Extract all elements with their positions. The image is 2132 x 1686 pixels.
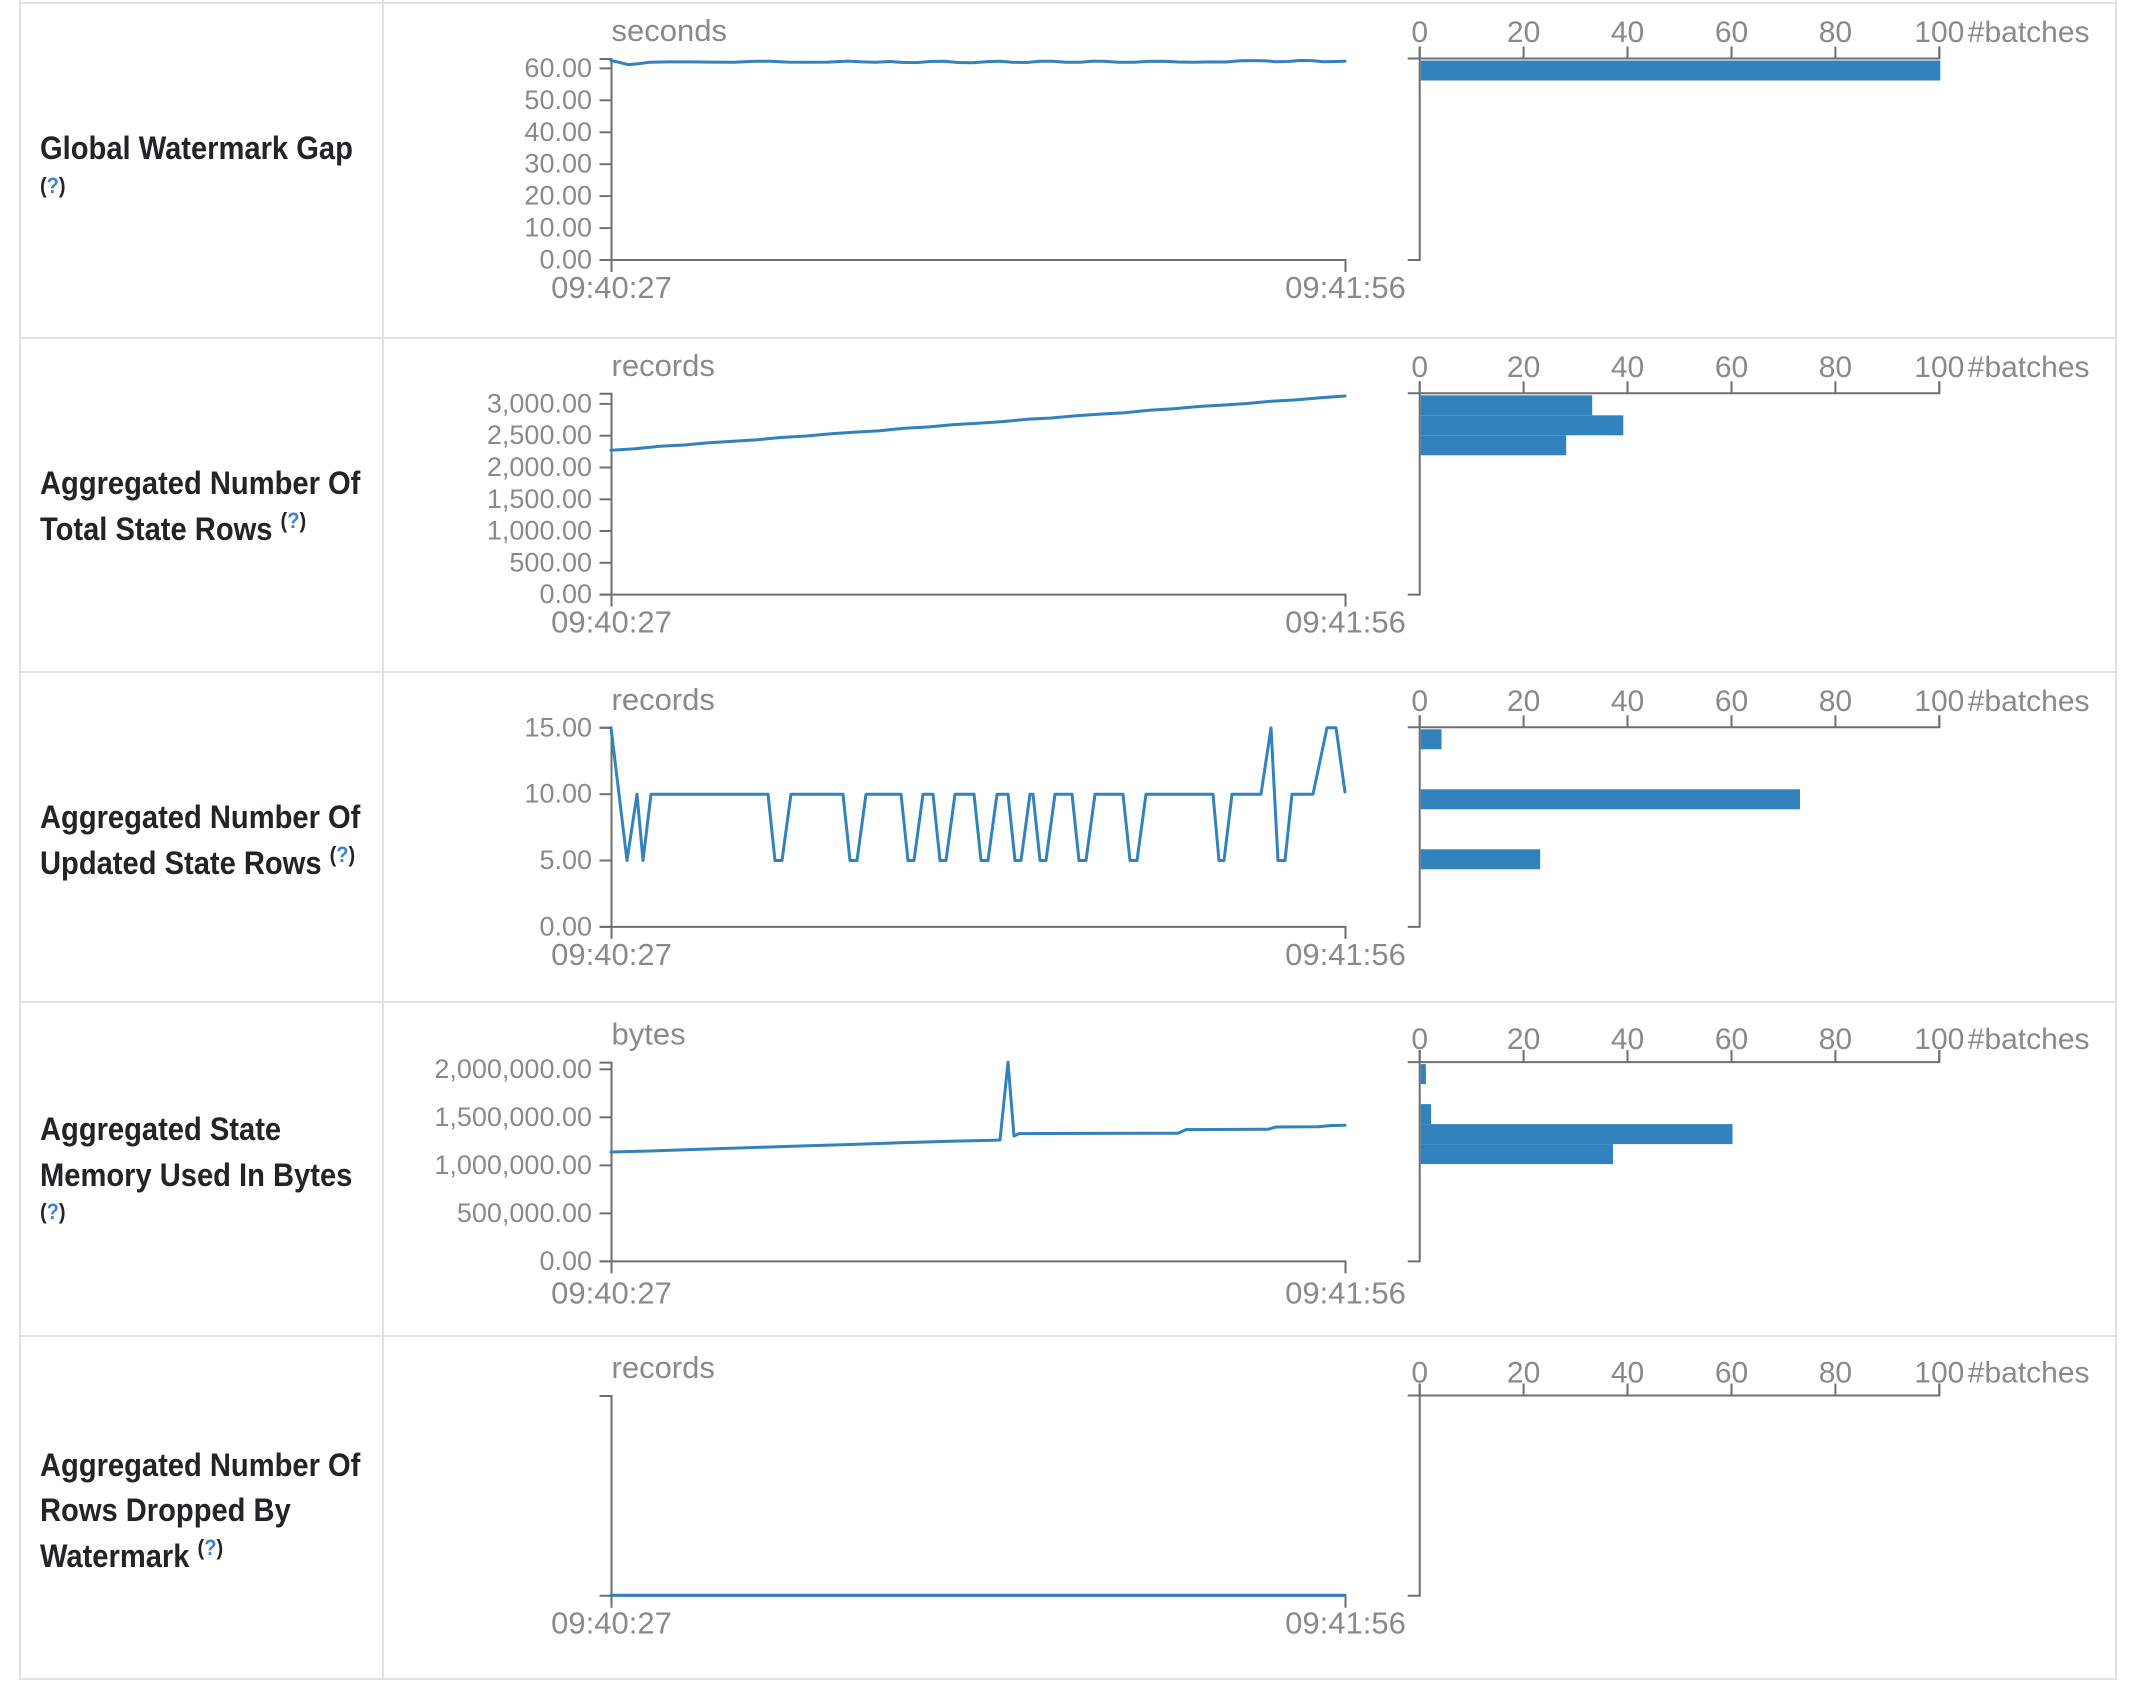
svg-text:80: 80	[1819, 1357, 1852, 1390]
svg-text:20: 20	[1507, 1023, 1540, 1056]
svg-text:20: 20	[1507, 685, 1540, 718]
svg-text:100: 100	[1914, 351, 1964, 384]
svg-text:60: 60	[1715, 1023, 1748, 1056]
svg-text:30.00: 30.00	[524, 149, 592, 179]
svg-text:500.00: 500.00	[509, 547, 592, 577]
svg-text:60: 60	[1715, 1357, 1748, 1390]
svg-text:40: 40	[1611, 1357, 1644, 1390]
svg-text:60: 60	[1715, 16, 1748, 49]
svg-text:50.00: 50.00	[524, 85, 592, 115]
svg-text:15.00: 15.00	[524, 712, 592, 742]
svg-text:09:40:27: 09:40:27	[551, 937, 672, 972]
svg-text:0.00: 0.00	[539, 1246, 592, 1276]
svg-text:records: records	[612, 1350, 715, 1385]
svg-text:100: 100	[1914, 1357, 1964, 1390]
svg-text:1,500.00: 1,500.00	[487, 484, 592, 514]
svg-text:#batches: #batches	[1968, 16, 2090, 49]
svg-text:20: 20	[1507, 351, 1540, 384]
svg-text:60: 60	[1715, 685, 1748, 718]
svg-text:100: 100	[1914, 16, 1964, 49]
svg-text:5.00: 5.00	[539, 845, 592, 875]
svg-text:3,000.00: 3,000.00	[487, 388, 592, 418]
svg-text:09:41:56: 09:41:56	[1285, 937, 1406, 972]
svg-text:#batches: #batches	[1968, 1023, 2090, 1056]
svg-text:0: 0	[1411, 1357, 1428, 1390]
svg-text:60: 60	[1715, 351, 1748, 384]
svg-text:1,500,000.00: 1,500,000.00	[434, 1102, 592, 1132]
svg-text:09:40:27: 09:40:27	[551, 270, 672, 305]
svg-text:80: 80	[1819, 351, 1852, 384]
svg-text:2,000.00: 2,000.00	[487, 452, 592, 482]
svg-text:40: 40	[1611, 685, 1644, 718]
svg-text:80: 80	[1819, 685, 1852, 718]
svg-text:records: records	[612, 348, 715, 383]
svg-text:0.00: 0.00	[539, 579, 592, 609]
svg-text:bytes: bytes	[612, 1017, 686, 1052]
svg-text:40: 40	[1611, 351, 1644, 384]
svg-text:09:41:56: 09:41:56	[1285, 1605, 1406, 1640]
svg-text:09:41:56: 09:41:56	[1285, 1275, 1406, 1310]
svg-text:10.00: 10.00	[524, 779, 592, 809]
svg-text:60.00: 60.00	[524, 53, 592, 83]
svg-text:20: 20	[1507, 1357, 1540, 1390]
svg-text:09:40:27: 09:40:27	[551, 1275, 672, 1310]
svg-text:#batches: #batches	[1968, 351, 2090, 384]
svg-text:1,000,000.00: 1,000,000.00	[434, 1150, 592, 1180]
svg-text:#batches: #batches	[1968, 1357, 2090, 1390]
svg-text:40: 40	[1611, 16, 1644, 49]
svg-text:09:41:56: 09:41:56	[1285, 270, 1406, 305]
svg-text:80: 80	[1819, 16, 1852, 49]
svg-text:records: records	[612, 682, 715, 717]
svg-text:10.00: 10.00	[524, 213, 592, 243]
svg-text:100: 100	[1914, 1023, 1964, 1056]
svg-text:0: 0	[1411, 351, 1428, 384]
svg-text:09:40:27: 09:40:27	[551, 1605, 672, 1640]
svg-text:40: 40	[1611, 1023, 1644, 1056]
svg-text:2,500.00: 2,500.00	[487, 420, 592, 450]
svg-text:100: 100	[1914, 685, 1964, 718]
svg-text:20.00: 20.00	[524, 181, 592, 211]
svg-text:2,000,000.00: 2,000,000.00	[434, 1054, 592, 1084]
svg-text:0.00: 0.00	[539, 245, 592, 275]
svg-text:1,000.00: 1,000.00	[487, 516, 592, 546]
svg-text:40.00: 40.00	[524, 117, 592, 147]
svg-text:0: 0	[1411, 685, 1428, 718]
svg-text:20: 20	[1507, 16, 1540, 49]
svg-text:#batches: #batches	[1968, 685, 2090, 718]
svg-text:0: 0	[1411, 16, 1428, 49]
svg-text:0: 0	[1411, 1023, 1428, 1056]
svg-text:09:40:27: 09:40:27	[551, 605, 672, 640]
svg-text:80: 80	[1819, 1023, 1852, 1056]
svg-text:seconds: seconds	[612, 13, 727, 48]
svg-text:0.00: 0.00	[539, 911, 592, 941]
svg-text:500,000.00: 500,000.00	[457, 1198, 592, 1228]
svg-text:09:41:56: 09:41:56	[1285, 605, 1406, 640]
